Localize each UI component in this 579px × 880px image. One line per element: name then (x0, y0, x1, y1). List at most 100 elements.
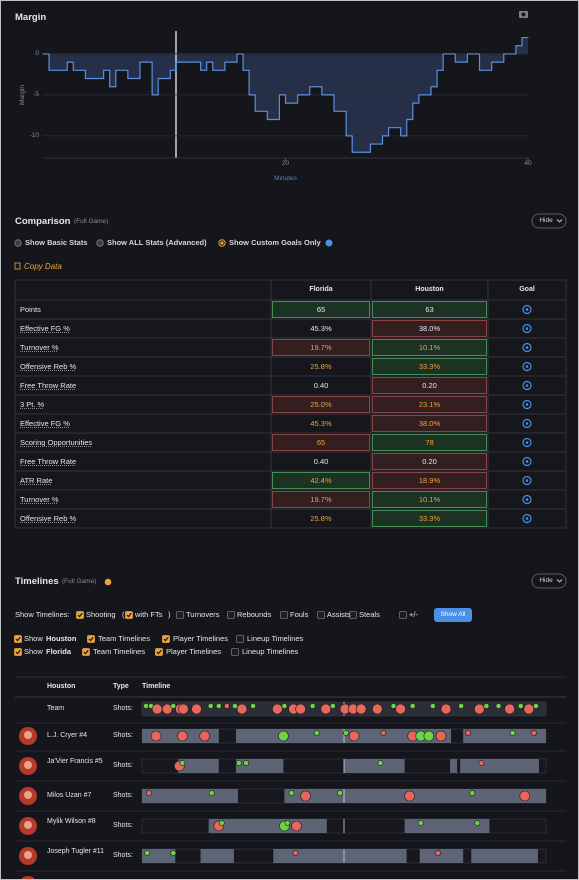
checkbox[interactable] (236, 635, 244, 643)
shot[interactable] (144, 850, 150, 856)
team-name[interactable]: Florida (46, 647, 72, 656)
copy-icon[interactable] (14, 262, 21, 270)
shot[interactable] (161, 703, 173, 715)
shot[interactable] (390, 703, 397, 709)
goal-icon[interactable] (522, 361, 532, 372)
team-option[interactable]: Player Timelines (173, 634, 229, 643)
shot[interactable] (208, 790, 215, 796)
shot[interactable] (309, 703, 316, 709)
shot[interactable] (478, 760, 485, 766)
checkbox[interactable] (82, 648, 90, 656)
checkbox[interactable] (399, 611, 407, 619)
shot[interactable] (272, 703, 283, 715)
checkbox[interactable] (87, 635, 95, 643)
checkbox[interactable] (176, 611, 184, 619)
shot[interactable] (523, 703, 535, 715)
shot[interactable] (236, 760, 242, 766)
checkbox[interactable] (227, 611, 235, 619)
checkbox[interactable] (76, 611, 84, 619)
shot[interactable] (170, 850, 177, 856)
shot[interactable] (440, 703, 452, 715)
shot[interactable] (517, 703, 524, 709)
radio-label[interactable]: Show Basic Stats (25, 238, 88, 247)
shot[interactable] (223, 703, 230, 709)
team-option[interactable]: Lineup Timelines (242, 647, 299, 656)
shot[interactable] (377, 760, 384, 766)
goal-icon[interactable] (522, 418, 532, 429)
shot[interactable] (435, 850, 441, 856)
timeline-option[interactable]: Turnovers (186, 610, 220, 619)
goal-icon[interactable] (522, 494, 532, 505)
shot[interactable] (146, 790, 152, 796)
goal-icon[interactable] (522, 456, 532, 467)
goal-icon[interactable] (522, 380, 532, 391)
team-option[interactable]: Player Timelines (166, 647, 222, 656)
shot[interactable] (519, 790, 531, 802)
radio-label[interactable]: Show Custom Goals Only (229, 238, 321, 247)
shot[interactable] (509, 730, 516, 736)
shot[interactable] (151, 703, 163, 715)
shot[interactable] (179, 760, 186, 766)
shot[interactable] (530, 730, 537, 736)
shot[interactable] (191, 703, 202, 715)
shot[interactable] (278, 730, 289, 742)
checkbox[interactable] (14, 635, 22, 643)
shot[interactable] (372, 703, 383, 715)
shot[interactable] (288, 790, 295, 796)
shot[interactable] (474, 703, 485, 715)
checkbox[interactable] (317, 611, 325, 619)
shot[interactable] (429, 703, 436, 709)
shot[interactable] (281, 703, 288, 709)
shot[interactable] (232, 703, 238, 709)
team-option[interactable]: Team Timelines (98, 634, 151, 643)
goal-icon[interactable] (522, 323, 532, 334)
shot[interactable] (417, 820, 424, 826)
shot[interactable] (170, 703, 177, 709)
shot[interactable] (458, 703, 465, 709)
timeline-option[interactable]: +/- (409, 610, 418, 619)
goal-icon[interactable] (522, 475, 532, 486)
hide-button-frame[interactable] (531, 573, 567, 589)
shot[interactable] (313, 730, 320, 736)
shot[interactable] (329, 703, 336, 709)
shot[interactable] (395, 703, 406, 715)
shot[interactable] (533, 703, 539, 709)
shot[interactable] (409, 703, 416, 709)
team-show[interactable]: Show (24, 634, 43, 643)
checkbox[interactable] (14, 648, 22, 656)
shot[interactable] (404, 790, 415, 802)
shot[interactable] (337, 790, 343, 796)
shot[interactable] (143, 703, 149, 709)
shot[interactable] (215, 703, 222, 709)
timeline-option[interactable]: with FTs (135, 610, 163, 619)
goal-icon[interactable] (522, 304, 532, 315)
timeline-option[interactable]: Steals (359, 610, 380, 619)
shot[interactable] (355, 703, 367, 715)
radio-label[interactable]: Show ALL Stats (Advanced) (107, 238, 207, 247)
shot[interactable] (295, 703, 306, 715)
shot[interactable] (177, 730, 188, 742)
shot[interactable] (483, 703, 490, 709)
shot[interactable] (495, 703, 502, 709)
timeline-option[interactable]: Rebounds (237, 610, 272, 619)
shot[interactable] (469, 790, 476, 796)
shot[interactable] (292, 850, 299, 856)
radio[interactable] (14, 239, 22, 247)
shot[interactable] (207, 703, 214, 709)
shot[interactable] (199, 730, 210, 742)
shot[interactable] (291, 820, 302, 832)
shot[interactable] (465, 730, 472, 736)
shot[interactable] (218, 820, 225, 826)
shot[interactable] (504, 703, 515, 715)
shot[interactable] (380, 730, 387, 736)
shot[interactable] (178, 703, 189, 715)
timeline-option[interactable]: Fouls (290, 610, 309, 619)
goal-icon[interactable] (522, 437, 532, 448)
hide-button[interactable]: Hide (539, 577, 553, 584)
timeline-option[interactable]: Shooting (86, 610, 116, 619)
shot[interactable] (435, 730, 447, 742)
show-all-label[interactable]: Show All (440, 611, 466, 618)
shot[interactable] (284, 820, 291, 826)
goal-icon[interactable] (522, 399, 532, 410)
checkbox[interactable] (155, 648, 163, 656)
